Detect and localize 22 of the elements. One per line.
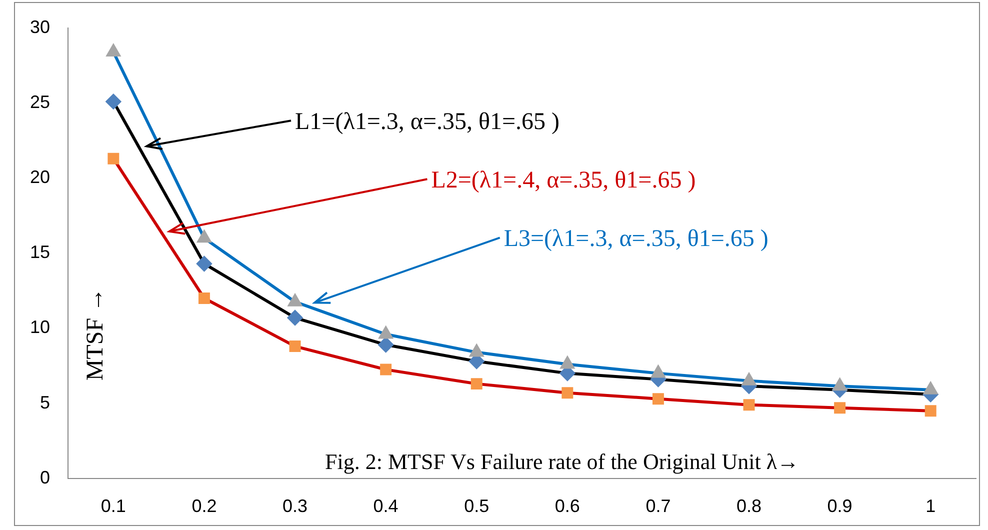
y-tick-label: 20 bbox=[30, 167, 50, 188]
x-tick-label: 0.3 bbox=[282, 496, 308, 516]
x-tick-label: 0.6 bbox=[554, 496, 580, 516]
x-tick-label: 0.2 bbox=[192, 496, 217, 516]
text: L3=(λ1=.3, α=.35, θ1=.65 ) bbox=[504, 226, 768, 252]
text: L2=(λ1=.4, α=.35, θ1=.65 ) bbox=[431, 167, 696, 194]
x-tick-label: 1 bbox=[926, 496, 936, 516]
y-tick-label: 0 bbox=[40, 467, 50, 488]
y-tick-label: 10 bbox=[30, 317, 50, 338]
annotation: Fig. 2: MTSF Vs Failure rate of the Original Unit λ→ bbox=[324, 449, 800, 474]
y-tick-label: 25 bbox=[30, 92, 50, 112]
x-tick-label: 0.8 bbox=[736, 496, 762, 516]
x-tick-label: 0.1 bbox=[100, 496, 126, 516]
x-tick-label: 0.4 bbox=[373, 496, 398, 516]
y-tick-label: 30 bbox=[30, 16, 50, 37]
x-tick-label: 0.9 bbox=[827, 496, 852, 516]
y-tick-label: 15 bbox=[30, 242, 50, 262]
y-tick-label: 5 bbox=[40, 392, 50, 412]
x-tick-label: 0.7 bbox=[646, 496, 671, 516]
x-tick-label: 0.5 bbox=[464, 496, 490, 516]
text: L1=(λ1=.3, α=.35, θ1=.65 ) bbox=[295, 108, 560, 135]
y-axis-title: MTSF → bbox=[82, 288, 108, 381]
